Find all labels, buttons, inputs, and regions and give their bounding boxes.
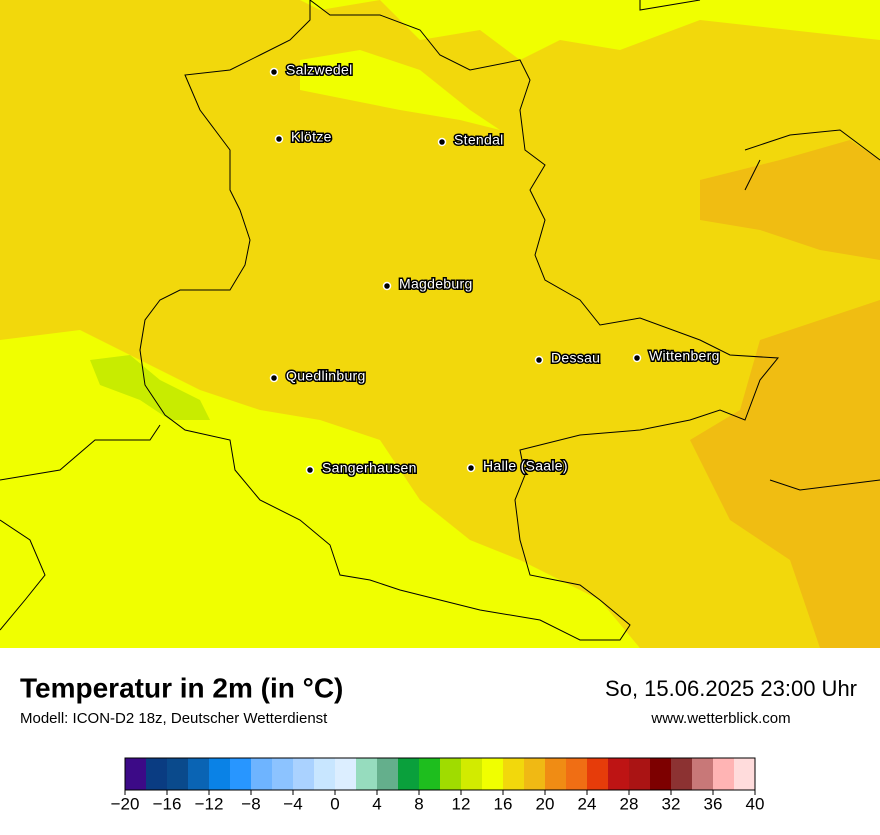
city-label: Sangerhausen xyxy=(322,460,417,476)
city-label: Dessau xyxy=(551,350,600,366)
colorbar-cell xyxy=(209,758,230,790)
colorbar-cell xyxy=(608,758,629,790)
colorbar-cell xyxy=(188,758,209,790)
city-label: Quedlinburg xyxy=(286,368,366,384)
city-label: Klötze xyxy=(291,129,332,145)
colorbar: −20 −16 −12 −8 −4 0 4 8 12 16 20 24 28 32 36 40 xyxy=(111,757,765,813)
colorbar-cell xyxy=(461,758,482,790)
colorbar-cell xyxy=(587,758,608,790)
colorbar-tick-label: 4 xyxy=(372,794,381,813)
city-label: Salzwedel xyxy=(286,62,353,78)
colorbar-cell xyxy=(650,758,671,790)
state-border xyxy=(139,0,780,641)
city-dot xyxy=(534,355,544,365)
colorbar-cell xyxy=(356,758,377,790)
city-label: Stendal xyxy=(454,132,504,148)
colorbar-tick-label: 32 xyxy=(662,794,681,813)
warm-zone xyxy=(300,50,500,130)
colorbar-cell xyxy=(713,758,734,790)
city-dot xyxy=(269,373,279,383)
colorbar-cell xyxy=(629,758,650,790)
colorbar-tick-label: 36 xyxy=(704,794,723,813)
city-dot xyxy=(632,353,642,363)
colorbar-tick-label: 0 xyxy=(330,794,339,813)
colorbar-cell xyxy=(293,758,314,790)
city-dot xyxy=(437,137,447,147)
colorbar-cell xyxy=(251,758,272,790)
map xyxy=(0,0,880,648)
colorbar-tick-label: 16 xyxy=(494,794,513,813)
colorbar-cell xyxy=(146,758,167,790)
colorbar-tick-label: −4 xyxy=(283,794,302,813)
city-dot xyxy=(274,134,284,144)
colorbar-cell xyxy=(272,758,293,790)
colorbar-cell xyxy=(503,758,524,790)
colorbar-cell xyxy=(167,758,188,790)
colorbar-tick-label: 12 xyxy=(452,794,471,813)
city-dot xyxy=(466,463,476,473)
colorbar-tick-label: −16 xyxy=(153,794,182,813)
city-dot xyxy=(269,67,279,77)
colorbar-cell xyxy=(566,758,587,790)
colorbar-cell xyxy=(524,758,545,790)
colorbar-frame xyxy=(124,757,756,791)
colorbar-cell xyxy=(314,758,335,790)
city-label: Halle (Saale) xyxy=(483,458,568,474)
hot-zone xyxy=(690,300,880,648)
cool-zone xyxy=(90,355,210,420)
city-dot xyxy=(305,465,315,475)
map-title: Temperatur in 2m (in °C) xyxy=(20,672,343,703)
website: www.wetterblick.com xyxy=(650,710,790,727)
colorbar-cell xyxy=(377,758,398,790)
colorbar-tick-label: 8 xyxy=(414,794,423,813)
colorbar-cell xyxy=(230,758,251,790)
subtitle: Modell: ICON-D2 18z, Deutscher Wetterdie… xyxy=(20,710,328,727)
state-border xyxy=(0,0,880,631)
city-labels: Salzwedel Klötze Stendal Magdeburg Quedlinbu… xyxy=(269,60,721,477)
city-label: Magdeburg xyxy=(399,276,473,292)
colorbar-cell xyxy=(440,758,461,790)
colorbar-cell xyxy=(125,758,146,790)
datetime: So, 15.06.2025 23:00 Uhr xyxy=(605,676,857,701)
colorbar-cell xyxy=(671,758,692,790)
colorbar-tick-label: −12 xyxy=(195,794,224,813)
colorbar-tick-label: 28 xyxy=(620,794,639,813)
colorbar-tick-label: −8 xyxy=(241,794,260,813)
colorbar-cell xyxy=(545,758,566,790)
colorbar-cell xyxy=(692,758,713,790)
colorbar-cell xyxy=(398,758,419,790)
colorbar-tick-label: 20 xyxy=(536,794,555,813)
colorbar-cell xyxy=(482,758,503,790)
warm-zone xyxy=(0,0,880,60)
colorbar-tick-label: 24 xyxy=(578,794,597,813)
hot-zone xyxy=(700,140,880,260)
colorbar-cell xyxy=(734,758,755,790)
colorbar-tick-label: 40 xyxy=(746,794,765,813)
city-dot xyxy=(382,281,392,291)
city-label: Wittenberg xyxy=(649,348,720,364)
colorbar-cell xyxy=(335,758,356,790)
colorbar-tick-label: −20 xyxy=(111,794,140,813)
colorbar-cell xyxy=(419,758,440,790)
